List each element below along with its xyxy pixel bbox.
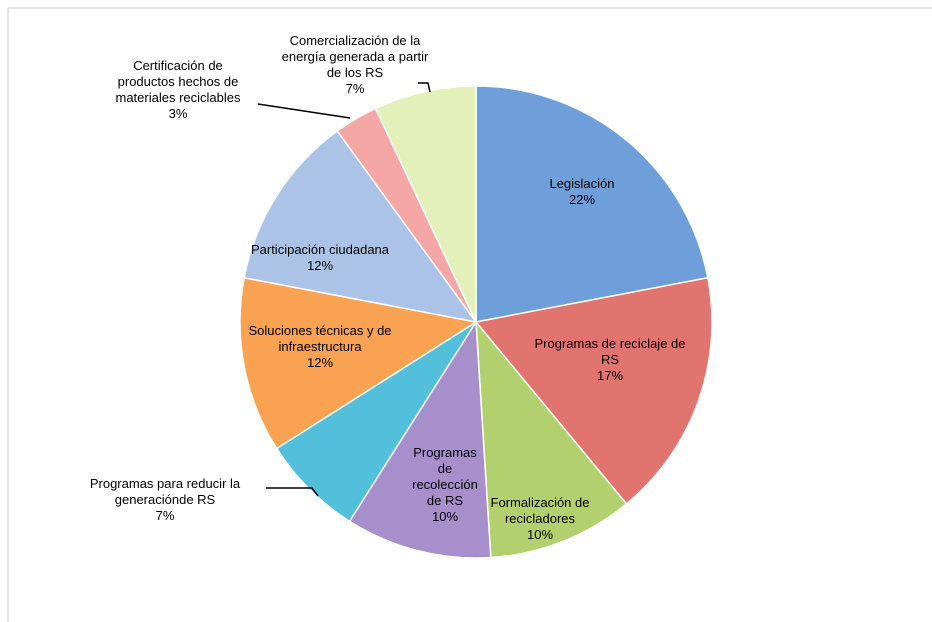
category-label: Programas de reciclaje de RS <box>534 336 686 367</box>
value-label: 12% <box>306 258 334 273</box>
pie-slice <box>348 319 492 559</box>
category-label: Certificación de productos hechos de mat… <box>115 58 241 105</box>
pie-slice <box>474 276 713 505</box>
value-label: 10% <box>431 509 459 524</box>
value-label: 7% <box>345 81 365 96</box>
category-label: Soluciones técnicas y de infraestructura <box>248 323 392 354</box>
value-label: 22% <box>568 192 596 207</box>
value-label: 7% <box>155 508 175 523</box>
value-label: 12% <box>306 355 334 370</box>
value-label: 3% <box>168 106 188 121</box>
pie-slice <box>475 85 709 323</box>
slice-label: Legislación 22% <box>517 176 647 208</box>
pie-slice <box>475 319 628 559</box>
category-label: Comercialización de la energía generada … <box>281 33 429 80</box>
value-label: 10% <box>526 527 554 542</box>
category-label: Participación ciudadana <box>250 242 390 257</box>
category-label: Formalización de recicladores <box>490 495 590 526</box>
slice-label: Programas de reciclaje de RS 17% <box>530 336 690 384</box>
slice-label: Formalización de recicladores 10% <box>485 495 595 543</box>
slice-label: Participación ciudadana 12% <box>230 242 410 274</box>
pie-slice <box>275 321 477 523</box>
slice-label: Programas para reducir la generaciónde R… <box>80 476 250 524</box>
pie-slice <box>374 85 477 323</box>
category-label: Programas para reducir la generaciónde R… <box>89 476 241 507</box>
slice-label: Certificación de productos hechos de mat… <box>103 58 253 122</box>
slice-label: Comercialización de la energía generada … <box>275 33 435 97</box>
pie <box>239 85 713 559</box>
slice-label: Programas de recolección de RS 10% <box>405 445 485 525</box>
leader-line <box>266 487 319 497</box>
slice-label: Soluciones técnicas y de infraestructura… <box>245 323 395 371</box>
value-label: 17% <box>596 368 624 383</box>
category-label: Legislación <box>549 176 615 191</box>
leader-line <box>418 82 431 93</box>
pie-slice <box>239 276 479 450</box>
leader-line <box>257 103 351 119</box>
category-label: Programas de recolección de RS <box>412 445 478 508</box>
pie-slice <box>243 130 478 324</box>
